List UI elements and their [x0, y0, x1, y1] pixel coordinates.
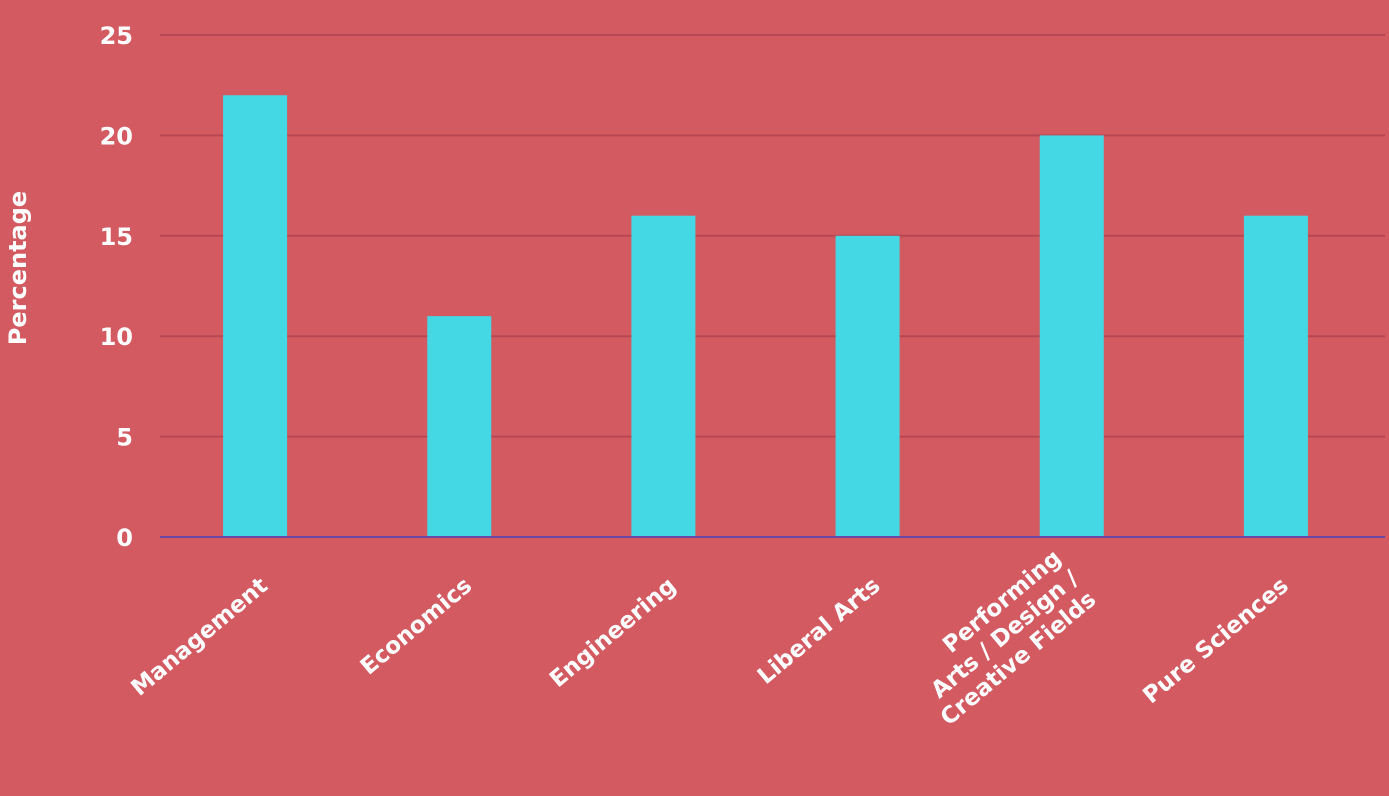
bars: [223, 95, 1308, 538]
x-tick-label: PerformingArts / Design /Creative Fields: [901, 545, 1102, 731]
bar: [1039, 135, 1104, 537]
bar: [427, 316, 492, 537]
bar: [835, 235, 900, 538]
x-tick-label-line: Management: [127, 573, 273, 702]
bar: [223, 95, 288, 538]
x-tick-label-line: Engineering: [545, 573, 681, 693]
bar: [1243, 215, 1308, 537]
y-tick-label: 5: [116, 424, 133, 452]
bar: [631, 215, 696, 537]
x-tick-label: Liberal Arts: [753, 573, 886, 690]
y-tick-label: 20: [100, 122, 133, 150]
x-tick-label-line: Economics: [356, 573, 477, 681]
y-tick-label: 10: [100, 323, 133, 351]
gridlines: [160, 34, 1385, 438]
y-tick-label: 25: [100, 22, 133, 50]
x-tick-label: Pure Sciences: [1138, 573, 1293, 709]
y-axis-title: Percentage: [4, 191, 32, 345]
x-tick-label: Economics: [356, 573, 477, 681]
x-tick-label-line: Liberal Arts: [753, 573, 886, 690]
x-tick-label-line: Pure Sciences: [1138, 573, 1293, 709]
x-tick-label: Engineering: [545, 573, 681, 693]
x-tick-label: Management: [127, 573, 273, 702]
y-tick-label: 0: [116, 524, 133, 552]
y-tick-label: 15: [100, 223, 133, 251]
